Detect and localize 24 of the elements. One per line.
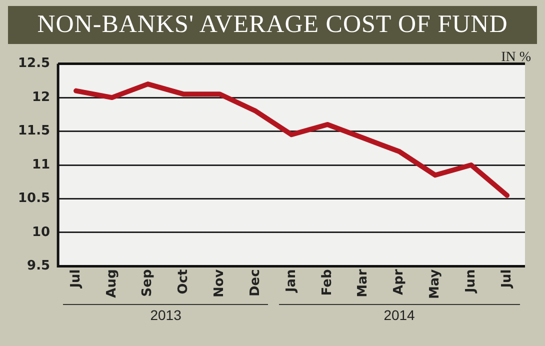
text: 2014 (278, 304, 520, 324)
x-tick-label: Jul (499, 269, 514, 289)
chart-title: NON-BANKS' AVERAGE COST OF FUND (8, 6, 537, 44)
x-tick-label: Oct (176, 269, 192, 294)
y-tick-label: 11 (32, 157, 50, 172)
x-tick-label: Nov (212, 268, 228, 298)
y-tick-label: 10 (32, 224, 50, 240)
text: 2013 (63, 304, 268, 324)
y-tick-label: 12 (32, 90, 50, 105)
x-tick-label: Jan (284, 269, 299, 294)
x-tick-label: Apr (392, 268, 407, 295)
y-axis-title: IN % (501, 50, 531, 66)
y-tick-label: 10.5 (18, 191, 50, 206)
x-tick-label: Sep (140, 269, 156, 297)
x-tick-label: Feb (320, 269, 335, 296)
y-tick-label: 11.5 (18, 124, 50, 139)
x-tick-label: Dec (248, 269, 263, 297)
y-tick-label: 12.5 (18, 56, 50, 72)
x-tick-label: Mar (356, 268, 371, 298)
y-tick-label: 9.5 (27, 258, 50, 274)
x-tick-label: Jul (68, 269, 84, 289)
x-tick-label: Jun (464, 269, 478, 294)
x-tick-label: May (428, 268, 443, 300)
x-tick-label: Aug (104, 269, 120, 298)
